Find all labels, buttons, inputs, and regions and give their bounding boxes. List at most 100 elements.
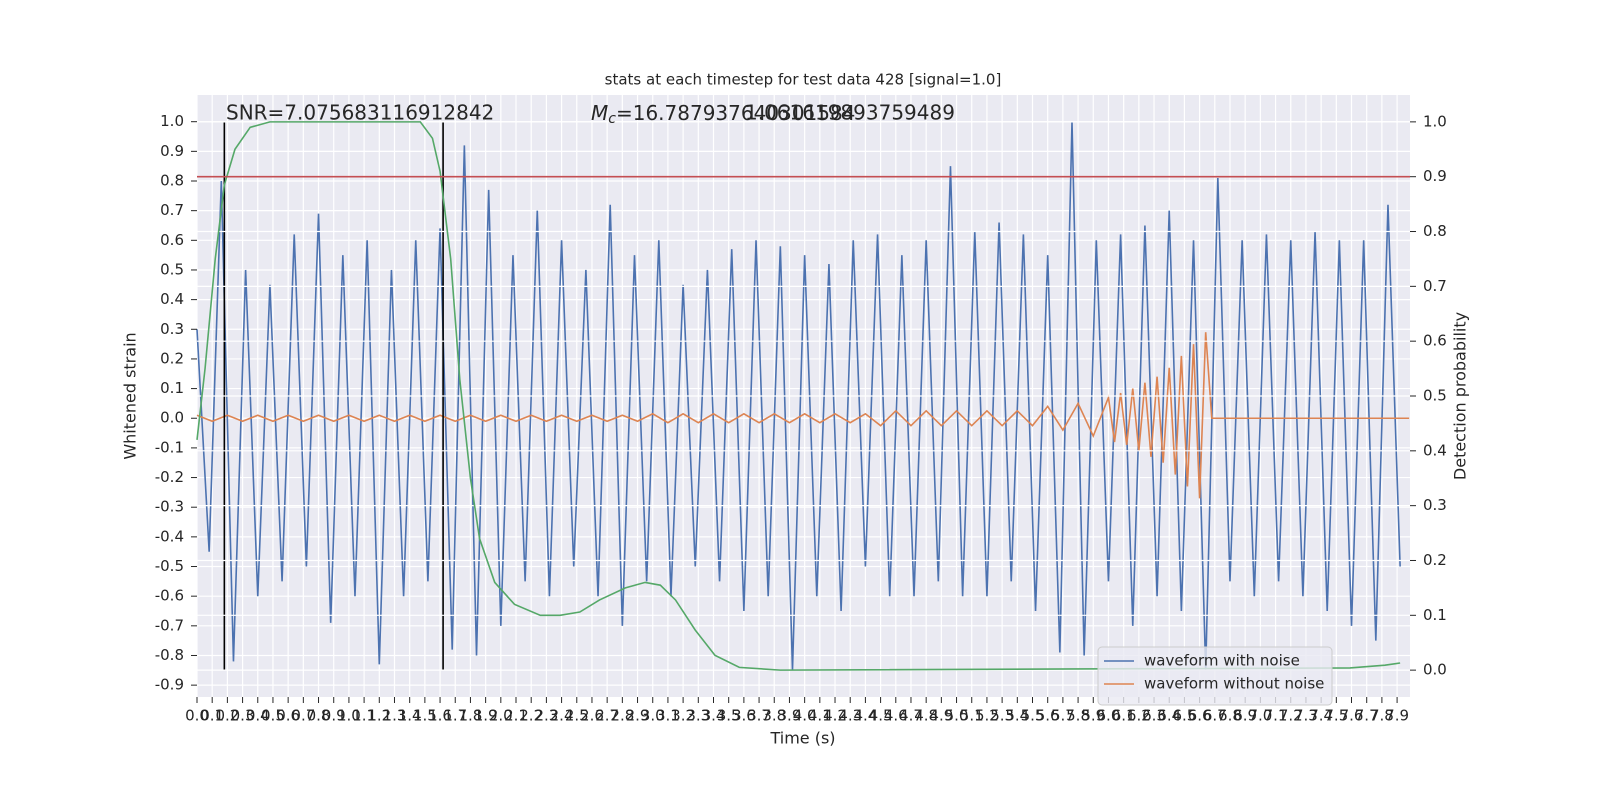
y-tick-label: -0.3 <box>155 498 184 516</box>
x-tick-label: 7.3 <box>1294 707 1318 725</box>
y-tick-label: 0.4 <box>160 290 184 308</box>
x-tick-label: 4.2 <box>823 707 847 725</box>
legend-label: waveform without noise <box>1144 675 1324 693</box>
y-tick-label: 0.5 <box>160 260 184 278</box>
x-tick-label: 3.6 <box>732 707 756 725</box>
y2-tick-label: 0.0 <box>1423 661 1447 679</box>
x-tick-label: 4.0 <box>793 707 817 725</box>
x-tick-label: 6.6 <box>1188 707 1212 725</box>
x-tick-label: 4.6 <box>884 707 908 725</box>
x-tick-label: 3.2 <box>671 707 695 725</box>
x-tick-label: 2.4 <box>550 707 574 725</box>
x-tick-label: 4.8 <box>914 707 938 725</box>
x-tick-label: 4.5 <box>869 707 893 725</box>
y-tick-label: 0.2 <box>160 349 184 367</box>
x-tick-label: 7.7 <box>1355 707 1379 725</box>
x-tick-label: 1.2 <box>367 707 391 725</box>
x-tick-label: 6.4 <box>1157 707 1181 725</box>
x-tick-label: 0.6 <box>276 707 300 725</box>
y-tick-label: 0.6 <box>160 231 184 249</box>
x-tick-label: 3.3 <box>686 707 710 725</box>
y-tick-label: -0.7 <box>155 616 184 634</box>
annotation-symbol: M <box>591 101 608 125</box>
x-tick-label: 3.5 <box>717 707 741 725</box>
x-tick-label: 1.3 <box>383 707 407 725</box>
y-tick-label: 0.1 <box>160 379 184 397</box>
x-tick-label: 1.8 <box>459 707 483 725</box>
y-tick-label: 0.8 <box>160 172 184 190</box>
x-tick-label: 7.1 <box>1264 707 1288 725</box>
y-tick-label: 1.0 <box>160 112 184 130</box>
x-tick-label: 6.9 <box>1233 707 1257 725</box>
y-tick-label: -0.1 <box>155 438 184 456</box>
series-line <box>196 121 1401 671</box>
y2-tick-label: 0.1 <box>1423 606 1447 624</box>
y-tick-label: -0.6 <box>155 587 184 605</box>
legend-label: waveform with noise <box>1144 652 1300 670</box>
x-tick-label: 4.4 <box>853 707 877 725</box>
y-tick-label: -0.2 <box>155 468 184 486</box>
y2-axis-label: Detection probability <box>1451 312 1470 480</box>
x-tick-label: 7.5 <box>1324 707 1348 725</box>
annotation: Mc=16.787937640301584 <box>591 101 855 128</box>
x-axis-label: Time (s) <box>769 729 835 748</box>
x-tick-label: 0.5 <box>261 707 285 725</box>
x-tick-label: 7.4 <box>1309 707 1333 725</box>
y2-tick-label: 0.4 <box>1423 441 1447 459</box>
x-tick-label: 5.1 <box>960 707 984 725</box>
y2-tick-label: 1.0 <box>1423 112 1447 130</box>
x-tick-label: 7.2 <box>1279 707 1303 725</box>
x-tick-label: 0.2 <box>215 707 239 725</box>
annotation: 1.061619893759489 <box>745 101 955 125</box>
x-tick-label: 0.0 <box>185 707 209 725</box>
x-tick-label: 2.9 <box>626 707 650 725</box>
x-tick-label: 0.3 <box>231 707 255 725</box>
x-tick-label: 7.8 <box>1370 707 1394 725</box>
x-tick-label: 7.6 <box>1340 707 1364 725</box>
x-tick-label: 4.3 <box>838 707 862 725</box>
x-tick-label: 0.7 <box>291 707 315 725</box>
x-tick-label: 2.5 <box>565 707 589 725</box>
x-tick-label: 5.3 <box>990 707 1014 725</box>
x-tick-label: 3.0 <box>641 707 665 725</box>
x-tick-label: 5.7 <box>1051 707 1075 725</box>
y-tick-label: -0.8 <box>155 646 184 664</box>
x-tick-label: 6.5 <box>1172 707 1196 725</box>
x-tick-label: 3.9 <box>778 707 802 725</box>
y2-tick-label: 0.7 <box>1423 277 1447 295</box>
x-tick-label: 5.5 <box>1021 707 1045 725</box>
x-tick-label: 3.1 <box>656 707 680 725</box>
y-tick-label: 0.0 <box>160 409 184 427</box>
x-tick-label: 6.2 <box>1127 707 1151 725</box>
x-tick-label: 2.6 <box>580 707 604 725</box>
x-tick-label: 7.9 <box>1385 707 1409 725</box>
x-tick-label: 5.8 <box>1066 707 1090 725</box>
x-tick-label: 1.0 <box>337 707 361 725</box>
x-tick-label: 6.8 <box>1218 707 1242 725</box>
x-tick-label: 5.0 <box>945 707 969 725</box>
x-tick-label: 3.4 <box>702 707 726 725</box>
x-tick-label: 5.4 <box>1005 707 1029 725</box>
x-tick-label: 1.7 <box>443 707 467 725</box>
x-tick-label: 5.9 <box>1081 707 1105 725</box>
x-tick-label: 1.6 <box>428 707 452 725</box>
x-tick-label: 2.1 <box>504 707 528 725</box>
legend-box <box>1097 646 1333 706</box>
y-tick-label: -0.4 <box>155 527 184 545</box>
x-tick-label: 2.7 <box>595 707 619 725</box>
x-tick-label: 2.0 <box>489 707 513 725</box>
y2-tick-label: 0.6 <box>1423 332 1447 350</box>
annotation: SNR=7.075683116912842 <box>226 101 494 125</box>
x-tick-label: 4.1 <box>808 707 832 725</box>
y-tick-label: -0.9 <box>155 676 184 694</box>
series-line <box>196 121 1401 671</box>
y2-tick-label: 0.5 <box>1423 387 1447 405</box>
annotation-value: =16.787937640301584 <box>616 101 855 125</box>
x-tick-label: 0.1 <box>200 707 224 725</box>
x-tick-label: 2.8 <box>610 707 634 725</box>
x-tick-label: 3.7 <box>747 707 771 725</box>
x-tick-label: 0.9 <box>322 707 346 725</box>
x-tick-label: 2.3 <box>534 707 558 725</box>
y2-tick-label: 0.8 <box>1423 222 1447 240</box>
